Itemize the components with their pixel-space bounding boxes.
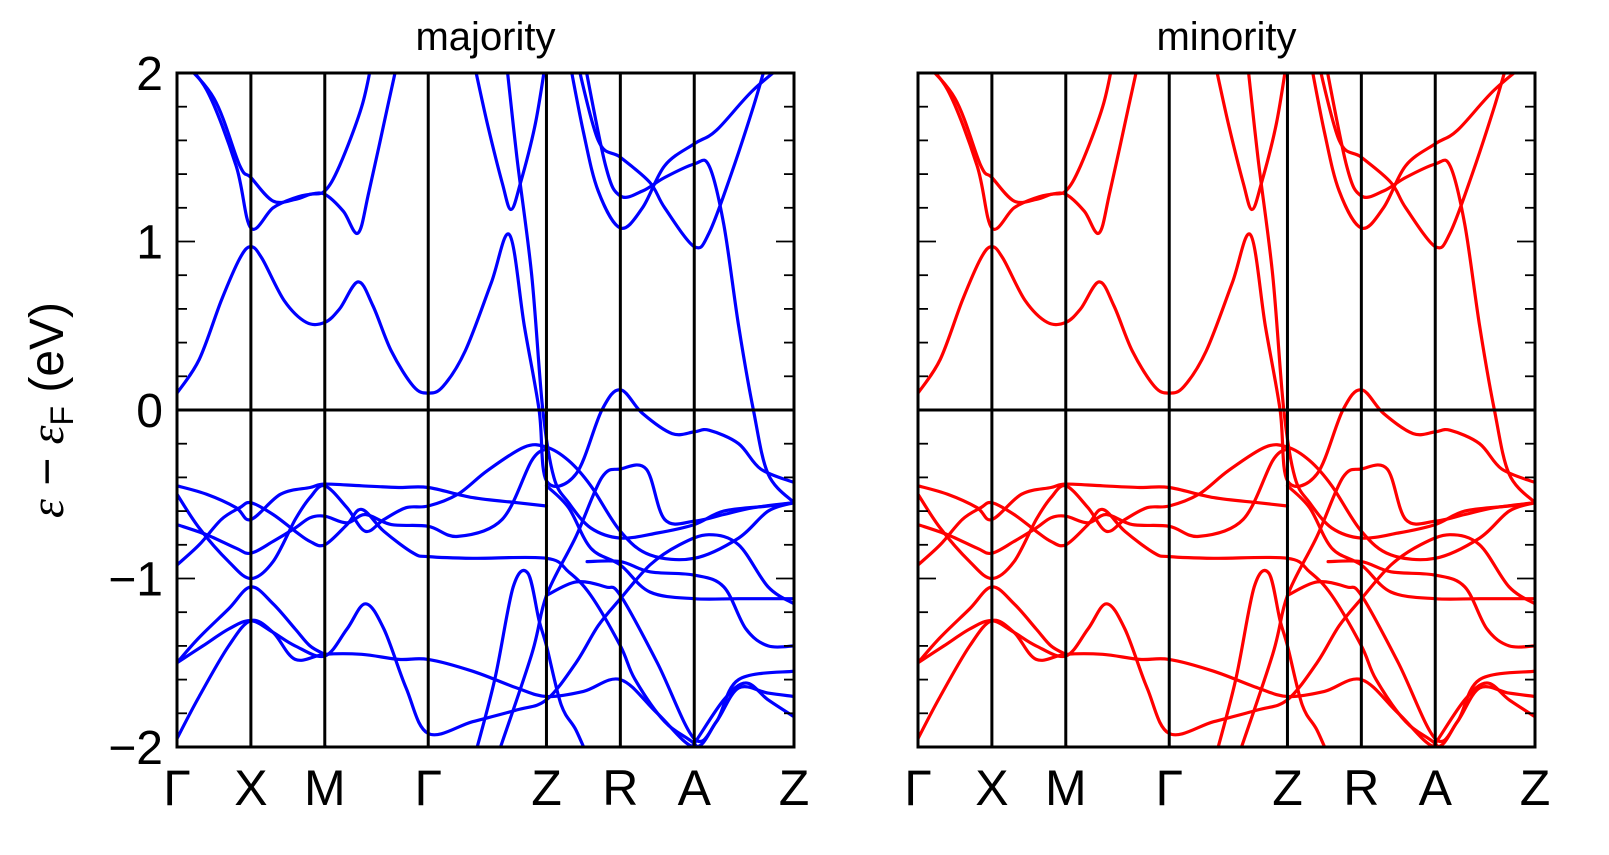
- band-line-20: [544, 580, 794, 744]
- y-tick-label: 0: [136, 385, 163, 438]
- kpoint-label: X: [234, 760, 267, 816]
- band-line-5: [1311, 73, 1517, 230]
- kpoint-label: M: [304, 760, 346, 816]
- band-line-4: [1239, 463, 1535, 747]
- kpoint-label: X: [975, 760, 1008, 816]
- kpoint-label: Γ: [163, 760, 191, 816]
- y-label-epsilon: ε: [21, 499, 74, 518]
- band-line-7: [1326, 73, 1535, 505]
- band-line-1: [192, 73, 397, 235]
- band-line-2: [191, 73, 372, 205]
- band-line-8: [1247, 73, 1535, 540]
- y-tick-label: −1: [108, 554, 163, 607]
- band-line-8: [506, 73, 794, 540]
- kpoint-label: Γ: [414, 760, 442, 816]
- band-line-4: [498, 463, 794, 747]
- band-line-13: [177, 447, 549, 556]
- band-line-5: [570, 73, 776, 230]
- kpoint-label: Γ: [1155, 760, 1183, 816]
- band-line-15: [177, 585, 327, 665]
- kpoint-label: A: [1419, 760, 1453, 816]
- y-axis-label: ε − εF (eV): [21, 302, 80, 518]
- band-line-14: [177, 500, 700, 747]
- band-line-2: [932, 73, 1113, 205]
- y-label-subscript: F: [44, 406, 80, 426]
- kpoint-label: Z: [531, 760, 562, 816]
- band-line-3: [1215, 73, 1287, 212]
- band-line-1: [933, 73, 1138, 235]
- svg-text:ε − εF (eV): ε − εF (eV): [21, 302, 80, 518]
- band-line-13: [918, 447, 1290, 556]
- plot-frame: [916, 71, 1537, 749]
- kpoint-label: M: [1045, 760, 1087, 816]
- y-tick-label: 1: [136, 217, 163, 270]
- band-line-6: [1319, 73, 1507, 250]
- band-line-9: [1326, 559, 1535, 649]
- band-line-7: [585, 73, 794, 505]
- y-label-epsilon-f: ε: [21, 425, 74, 444]
- kpoint-label: A: [678, 760, 712, 816]
- band-line-9: [585, 559, 794, 649]
- band-line-17: [177, 618, 794, 747]
- band-line-14: [918, 500, 1441, 747]
- panel-title: majority: [415, 15, 555, 59]
- kpoint-label: Γ: [904, 760, 932, 816]
- band-line-19: [1216, 568, 1327, 747]
- panel-title: minority: [1156, 15, 1296, 59]
- band-line-17: [918, 618, 1535, 747]
- y-label-unit: (eV): [21, 302, 74, 406]
- plot-frame: [175, 71, 796, 749]
- band-line-0: [177, 232, 794, 489]
- y-label-minus: −: [21, 444, 74, 499]
- band-line-15: [918, 585, 1068, 665]
- band-line-20: [1285, 580, 1535, 744]
- y-tick-label: −2: [108, 722, 163, 775]
- kpoint-label: Z: [1272, 760, 1303, 816]
- band-line-0: [918, 232, 1535, 489]
- band-line-19: [475, 568, 586, 747]
- band-line-3: [474, 73, 546, 212]
- band-line-10: [544, 484, 794, 601]
- y-tick-label: 2: [136, 48, 163, 101]
- band-line-6: [578, 73, 766, 250]
- kpoint-label: Z: [779, 760, 810, 816]
- band-line-10: [1285, 484, 1535, 601]
- kpoint-label: Z: [1520, 760, 1551, 816]
- kpoint-label: R: [602, 760, 638, 816]
- kpoint-label: R: [1343, 760, 1379, 816]
